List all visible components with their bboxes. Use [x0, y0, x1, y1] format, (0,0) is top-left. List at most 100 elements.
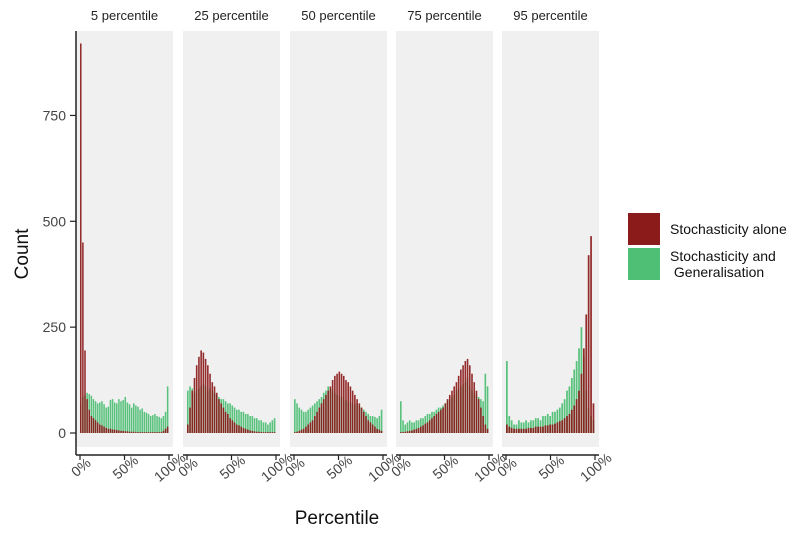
bar-stochasticity-alone — [587, 255, 590, 433]
x-tick-label: 0% — [68, 455, 94, 480]
bar-stochasticity-alone — [473, 382, 476, 433]
bar-stochasticity-alone — [137, 432, 139, 433]
bar-stochasticity-alone — [580, 373, 583, 433]
bar-stochasticity-alone — [590, 236, 592, 433]
bar-stochasticity-alone — [187, 424, 189, 433]
bar-stochasticity-alone — [84, 350, 86, 433]
bar-stochasticity-alone — [235, 424, 238, 433]
bar-stochasticity-alone — [336, 373, 338, 433]
bar-stochasticity-alone — [240, 426, 242, 433]
bar-stochasticity-alone — [506, 424, 508, 433]
bar-stochasticity-generalisation — [546, 413, 549, 433]
bar-stochasticity-generalisation — [149, 416, 152, 433]
bar-stochasticity-generalisation — [120, 401, 122, 433]
bar-stochasticity-alone — [424, 423, 427, 433]
bar-stochasticity-alone — [549, 424, 552, 433]
bar-stochasticity-alone — [374, 426, 376, 433]
bar-stochasticity-alone — [468, 365, 471, 433]
bar-stochasticity-generalisation — [575, 361, 578, 433]
bar-stochasticity-generalisation — [296, 403, 298, 433]
bar-stochasticity-alone — [437, 411, 440, 433]
bar-stochasticity-alone — [417, 427, 420, 433]
bar-stochasticity-generalisation — [415, 420, 418, 433]
bar-stochasticity-alone — [316, 411, 318, 433]
bar-stochasticity-alone — [107, 428, 110, 433]
bar-stochasticity-generalisation — [568, 386, 571, 433]
bar-stochasticity-generalisation — [380, 409, 383, 433]
bar-stochasticity-alone — [143, 432, 146, 433]
bar-stochasticity-alone — [554, 423, 556, 433]
bar-stochasticity-generalisation — [253, 418, 256, 433]
bar-stochasticity-alone — [215, 392, 218, 433]
bar-stochasticity-generalisation — [537, 418, 539, 433]
bar-stochasticity-generalisation — [374, 416, 376, 433]
bar-stochasticity-alone — [305, 426, 307, 433]
bar-stochasticity-alone — [482, 416, 484, 433]
bar-stochasticity-alone — [109, 428, 112, 433]
bar-stochasticity-alone — [338, 371, 341, 433]
bar-stochasticity-alone — [513, 428, 515, 433]
bar-stochasticity-generalisation — [411, 422, 413, 433]
legend-label: Stochasticity alone — [670, 221, 787, 237]
x-tick-label: 50% — [109, 452, 141, 482]
bar-stochasticity-generalisation — [269, 422, 271, 433]
bar-stochasticity-generalisation — [518, 420, 520, 433]
bar-stochasticity-generalisation — [267, 424, 269, 433]
bar-stochasticity-alone — [462, 365, 464, 433]
x-tick-label: 50% — [535, 452, 567, 482]
bar-stochasticity-alone — [99, 424, 101, 433]
bar-stochasticity-alone — [227, 413, 229, 433]
bar-stochasticity-alone — [120, 430, 122, 433]
bar-stochasticity-alone — [435, 413, 438, 433]
bar-stochasticity-alone — [582, 348, 585, 433]
bar-stochasticity-generalisation — [145, 412, 148, 433]
bar-stochasticity-alone — [408, 430, 411, 433]
bar-stochasticity-alone — [258, 431, 260, 433]
bar-stochasticity-alone — [244, 428, 247, 433]
bar-stochasticity-generalisation — [556, 409, 559, 433]
bar-stochasticity-alone — [271, 432, 274, 433]
bar-stochasticity-generalisation — [484, 373, 487, 433]
bar-stochasticity-alone — [525, 428, 527, 433]
bar-stochasticity-alone — [86, 399, 88, 433]
legend-label: Stochasticity and Generalisation — [670, 248, 776, 280]
bar-stochasticity-generalisation — [249, 416, 251, 433]
bar-stochasticity-alone — [561, 420, 564, 433]
bar-stochasticity-generalisation — [164, 411, 167, 433]
bar-stochasticity-generalisation — [130, 407, 133, 433]
bar-stochasticity-alone — [302, 428, 305, 433]
bar-stochasticity-alone — [118, 430, 120, 433]
bar-stochasticity-generalisation — [513, 424, 515, 433]
axis-layer: 0 250 500 750 — [43, 31, 77, 455]
bar-stochasticity-generalisation — [294, 399, 296, 433]
bar-stochasticity-generalisation — [273, 418, 276, 433]
bar-stochasticity-alone — [269, 432, 271, 433]
legend-swatch — [628, 213, 660, 245]
bar-stochasticity-alone — [94, 420, 97, 433]
bar-stochasticity-generalisation — [262, 422, 265, 433]
bar-stochasticity-alone — [224, 411, 227, 433]
bar-stochasticity-alone — [202, 352, 205, 433]
bar-stochasticity-alone — [80, 43, 82, 433]
bar-stochasticity-generalisation — [378, 416, 381, 433]
bar-stochasticity-alone — [189, 407, 191, 433]
bar-stochasticity-alone — [539, 426, 542, 433]
bar-stochasticity-alone — [166, 426, 169, 433]
bar-stochasticity-alone — [365, 416, 367, 433]
bar-stochasticity-alone — [193, 377, 196, 433]
bar-stochasticity-generalisation — [235, 409, 238, 433]
bar-stochasticity-generalisation — [406, 422, 409, 433]
bar-stochasticity-alone — [152, 432, 154, 433]
bar-stochasticity-alone — [510, 427, 513, 433]
legend-item: Stochasticity alone — [628, 213, 787, 245]
bar-stochasticity-alone — [522, 428, 525, 433]
bar-stochasticity-alone — [264, 432, 267, 433]
bar-stochasticity-generalisation — [508, 416, 511, 433]
bar-stochasticity-alone — [195, 365, 198, 433]
bar-stochasticity-generalisation — [408, 420, 411, 433]
bar-stochasticity-alone — [440, 409, 442, 433]
bar-stochasticity-alone — [415, 428, 418, 433]
bar-stochasticity-generalisation — [107, 406, 110, 433]
facet-title: 75 percentile — [407, 8, 481, 23]
bar-stochasticity-alone — [477, 399, 480, 433]
